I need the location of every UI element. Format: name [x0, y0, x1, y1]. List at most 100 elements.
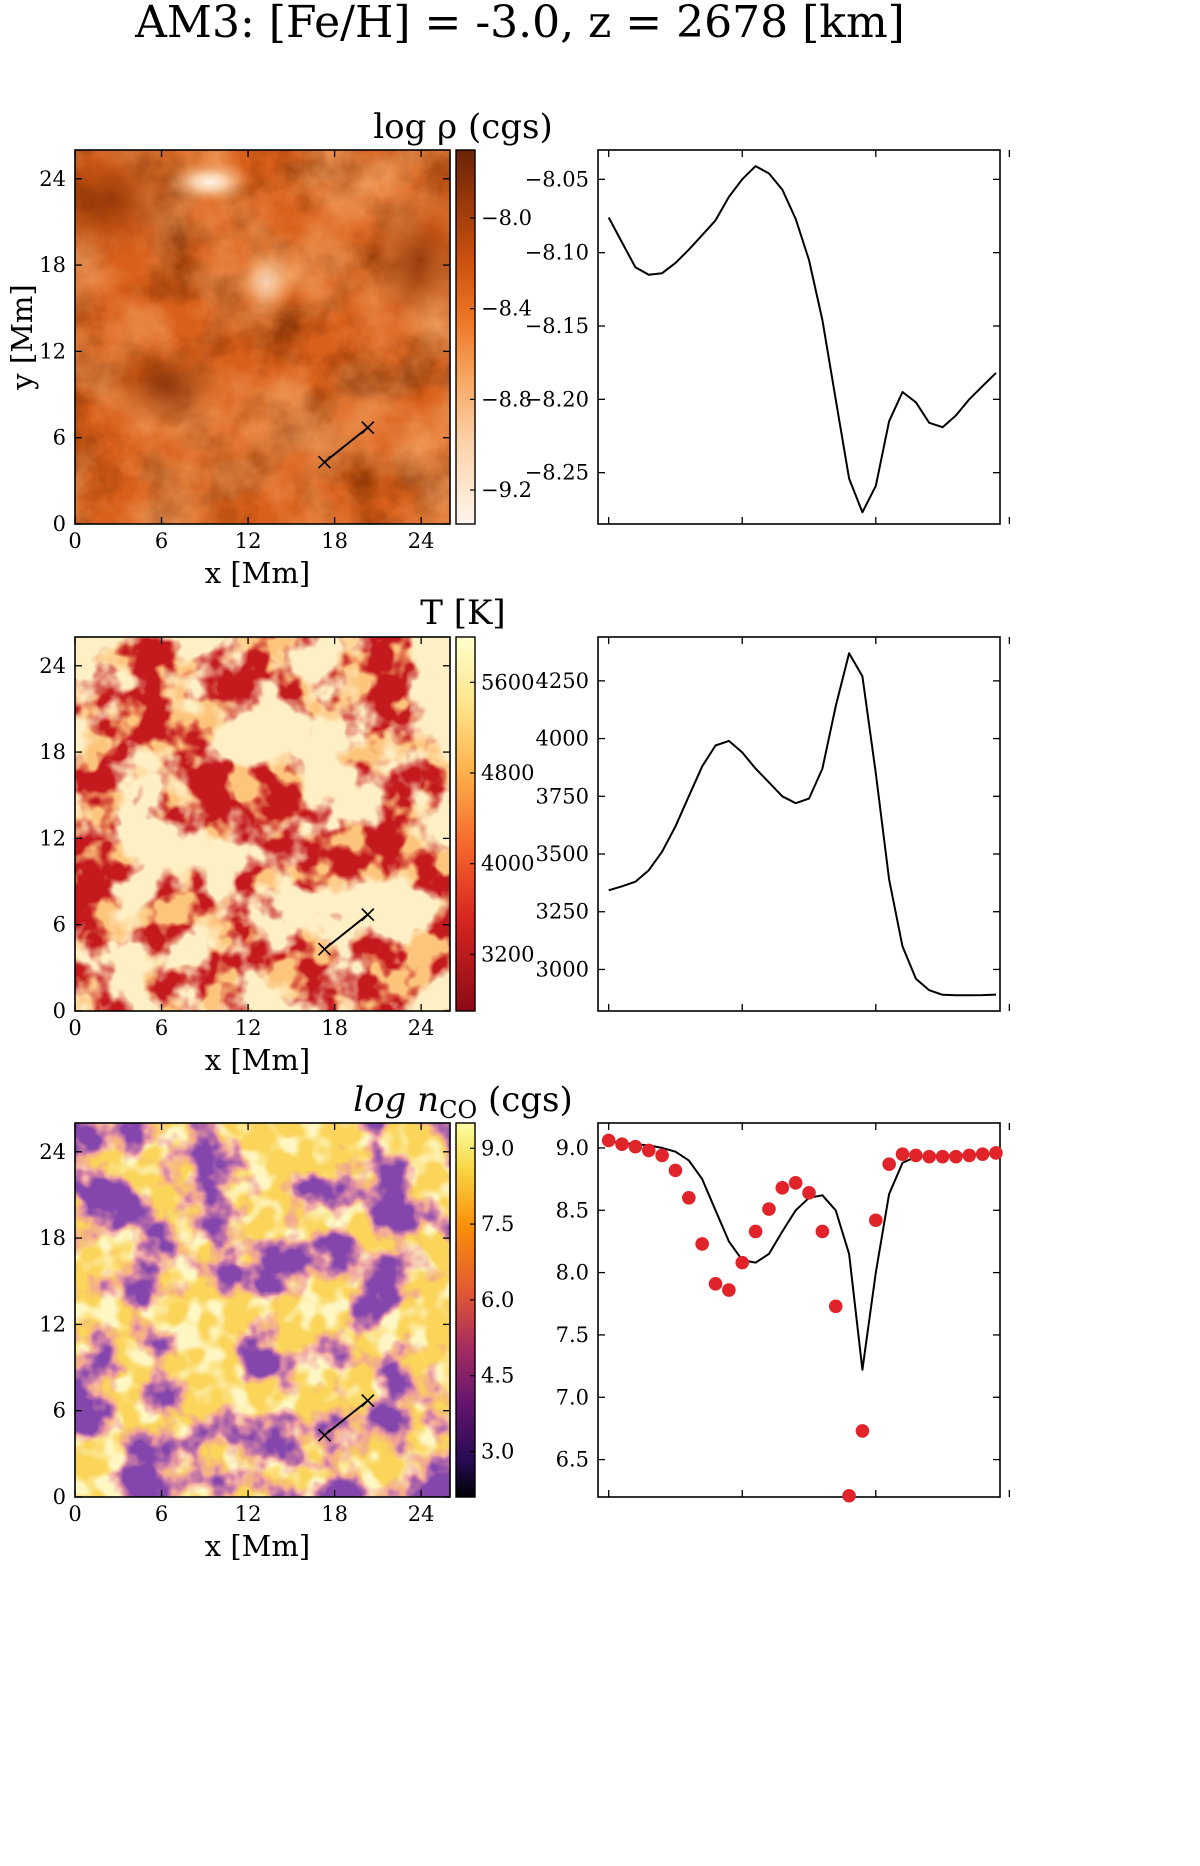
- map-2-frame: [74, 636, 451, 1012]
- map-1-dark-region: [365, 190, 450, 330]
- y-tick-label: 6: [53, 426, 66, 450]
- colorbar-tick-label: 6.0: [481, 1288, 514, 1312]
- x-axis-label: x [Mm]: [205, 1043, 310, 1077]
- figure-title: AM3: [Fe/H] = -3.0, z = 2678 [km]: [134, 0, 905, 48]
- y-tick-label: 6.5: [556, 1448, 589, 1472]
- x-tick-label: 0: [68, 529, 81, 553]
- data-point: [775, 1181, 790, 1195]
- plot-frame: [597, 636, 1001, 1012]
- data-point: [802, 1186, 816, 1200]
- map-1-dark-region: [75, 150, 180, 260]
- y-tick-label: −8.10: [525, 241, 589, 265]
- colorbar-tick-label: −9.2: [481, 478, 532, 502]
- data-point: [975, 1147, 990, 1161]
- plot-frame: [597, 149, 1001, 525]
- colorbar-tick-label: 4000: [481, 852, 534, 876]
- colorbar-tick-label: 3.0: [481, 1440, 514, 1464]
- plot-frame: [597, 1122, 1001, 1498]
- x-tick-label: 0: [68, 1016, 81, 1040]
- y-tick-label: −8.15: [525, 314, 589, 338]
- data-point: [828, 1299, 843, 1314]
- map-2-field: [75, 637, 450, 1011]
- map-1-frame: [74, 149, 451, 525]
- map-3-title: log nCO (cgs): [353, 1080, 572, 1124]
- map-3-frame: [74, 1122, 451, 1498]
- data-point: [655, 1148, 669, 1163]
- map-1-dark-region: [105, 340, 225, 430]
- map-1-field: [75, 150, 450, 524]
- colorbar-tick-label: −8.8: [481, 387, 532, 411]
- map-2-axes: 0 6 12 18 24 0 6 12 18 24 x [Mm]: [39, 637, 450, 1077]
- colorbar-tick-label: 9.0: [481, 1136, 514, 1160]
- data-point: [962, 1148, 977, 1163]
- slice-endpoint-marker: [361, 1394, 375, 1408]
- y-tick-label: −8.20: [525, 387, 589, 411]
- y-tick-label: 12: [39, 826, 66, 850]
- line-plot-3: 9.0 8.5 8.0 7.5 7.0 6.5: [556, 1122, 1010, 1503]
- colorbar-3: [455, 1122, 476, 1498]
- data-point: [735, 1255, 750, 1270]
- colorbar-tick-label: 4800: [481, 761, 534, 785]
- series-line: [608, 652, 997, 997]
- data-point: [628, 1139, 643, 1154]
- y-tick-label: 7.0: [556, 1385, 589, 1409]
- colorbar-2-ticks: 5600 4800 4000 3200: [470, 670, 534, 966]
- y-tick-label: 24: [39, 167, 66, 191]
- data-point: [615, 1137, 629, 1151]
- y-tick-label: 8.5: [556, 1198, 589, 1222]
- y-tick-label: −8.25: [525, 461, 589, 485]
- data-point: [949, 1149, 963, 1164]
- map-2-title: T [K]: [420, 593, 505, 633]
- y-tick-label: 3250: [536, 900, 589, 924]
- x-tick-label: 12: [235, 1502, 262, 1526]
- y-axis-label: y [Mm]: [5, 284, 39, 390]
- series-line: [607, 165, 997, 514]
- y-tick-label: −8.05: [525, 167, 589, 191]
- data-point: [695, 1237, 709, 1251]
- y-tick-label: 8.0: [556, 1261, 589, 1285]
- data-point: [668, 1163, 683, 1178]
- slice-path: [323, 426, 369, 463]
- map-3-field: [75, 1123, 450, 1497]
- colorbar-1-ticks: −8.0 −8.4 −8.8 −9.2: [470, 206, 532, 502]
- colorbar-tick-label: 3200: [481, 942, 534, 966]
- y-tick-label: 0: [53, 999, 66, 1023]
- map-3-title-sub: CO: [439, 1096, 477, 1124]
- y-tick-label: 4000: [536, 727, 589, 751]
- line-plot-2: 4250 4000 3750 3500 3250 3000: [536, 636, 1010, 1012]
- data-point: [842, 1488, 856, 1503]
- y-tick-label: 18: [39, 740, 66, 764]
- y-tick-label: 12: [39, 339, 66, 363]
- data-point: [855, 1424, 870, 1438]
- data-point: [882, 1157, 896, 1171]
- slice-endpoint-marker: [317, 455, 332, 469]
- colorbar-3-ticks: 9.0 7.5 6.0 4.5 3.0: [470, 1136, 514, 1464]
- y-tick-label: 18: [39, 1226, 66, 1250]
- y-tick-label: 6: [53, 913, 66, 937]
- line-plot-1: −8.05 −8.10 −8.15 −8.20 −8.25: [525, 149, 1010, 525]
- map-3-axes: 0 6 12 18 24 0 6 12 18 24 x [Mm]: [39, 1123, 450, 1563]
- colorbar-tick-label: −8.0: [481, 206, 532, 230]
- map-1-title: log ρ (cgs): [373, 107, 553, 147]
- x-axis-label: x [Mm]: [205, 1529, 310, 1563]
- data-point: [601, 1133, 616, 1148]
- x-tick-label: 18: [321, 1016, 348, 1040]
- colorbar-tick-label: 4.5: [481, 1364, 514, 1388]
- data-point: [989, 1146, 1003, 1160]
- data-point: [935, 1149, 950, 1164]
- y-tick-label: 12: [39, 1312, 66, 1336]
- x-tick-label: 18: [321, 529, 348, 553]
- data-point: [708, 1277, 723, 1291]
- data-point: [909, 1148, 923, 1163]
- slice-endpoint-marker: [361, 421, 375, 435]
- data-point: [895, 1147, 910, 1161]
- x-tick-label: 12: [235, 529, 262, 553]
- map-1-slice-line: [317, 421, 375, 469]
- x-tick-label: 24: [408, 1016, 435, 1040]
- colorbar-tick-label: 7.5: [481, 1212, 514, 1236]
- map-1-axes: 0 6 12 18 24 0 6 12 18 24 x [Mm] y [Mm]: [5, 150, 450, 590]
- y-tick-label: 0: [53, 512, 66, 536]
- y-tick-label: 9.0: [556, 1136, 589, 1160]
- x-tick-label: 6: [155, 1502, 168, 1526]
- colorbar-1: [455, 149, 476, 525]
